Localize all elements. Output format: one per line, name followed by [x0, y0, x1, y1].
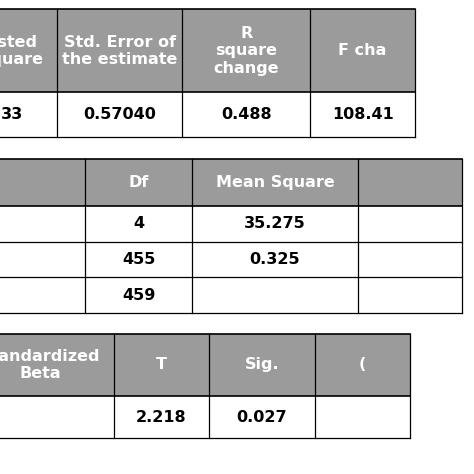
Bar — [182, 9, 310, 92]
Text: usted
square: usted square — [0, 35, 43, 67]
Text: Df: Df — [128, 175, 149, 190]
Bar — [192, 206, 358, 242]
Bar — [0, 334, 114, 396]
Bar — [0, 92, 57, 137]
Bar — [0, 159, 85, 206]
Bar — [192, 277, 358, 313]
Text: Standardized
Beta: Standardized Beta — [0, 349, 100, 381]
Bar — [358, 242, 462, 277]
Text: 0.57040: 0.57040 — [83, 108, 156, 122]
Bar — [0, 242, 85, 277]
Text: F cha: F cha — [338, 44, 387, 58]
Bar — [315, 334, 410, 396]
Bar — [85, 159, 192, 206]
Text: Sig.: Sig. — [245, 357, 279, 373]
Bar — [315, 396, 410, 438]
Bar — [114, 334, 209, 396]
Bar — [114, 396, 209, 438]
Text: Std. Error of
the estimate: Std. Error of the estimate — [62, 35, 177, 67]
Text: R
square
change: R square change — [214, 26, 279, 76]
Bar — [0, 396, 114, 438]
Bar — [358, 206, 462, 242]
Bar — [85, 206, 192, 242]
Bar — [0, 206, 85, 242]
Bar — [209, 396, 315, 438]
Text: 0.027: 0.027 — [237, 410, 287, 425]
Text: 35.275: 35.275 — [244, 217, 306, 231]
Bar — [358, 159, 462, 206]
Bar — [182, 92, 310, 137]
Bar — [0, 277, 85, 313]
Bar — [85, 242, 192, 277]
Bar — [310, 9, 415, 92]
Bar — [192, 242, 358, 277]
Bar — [85, 277, 192, 313]
Text: 2.218: 2.218 — [136, 410, 186, 425]
Text: Mean Square: Mean Square — [216, 175, 334, 190]
Text: 4: 4 — [133, 217, 144, 231]
Bar — [0, 9, 57, 92]
Bar — [192, 159, 358, 206]
Text: 33: 33 — [1, 108, 23, 122]
Text: 455: 455 — [122, 252, 155, 267]
Bar — [358, 277, 462, 313]
Text: (: ( — [359, 357, 366, 373]
Bar — [209, 334, 315, 396]
Text: T: T — [155, 357, 167, 373]
Text: 0.488: 0.488 — [221, 108, 272, 122]
Bar — [310, 92, 415, 137]
Text: 459: 459 — [122, 288, 155, 302]
Bar — [57, 9, 182, 92]
Bar — [57, 92, 182, 137]
Text: 0.325: 0.325 — [250, 252, 300, 267]
Text: 108.41: 108.41 — [332, 108, 393, 122]
